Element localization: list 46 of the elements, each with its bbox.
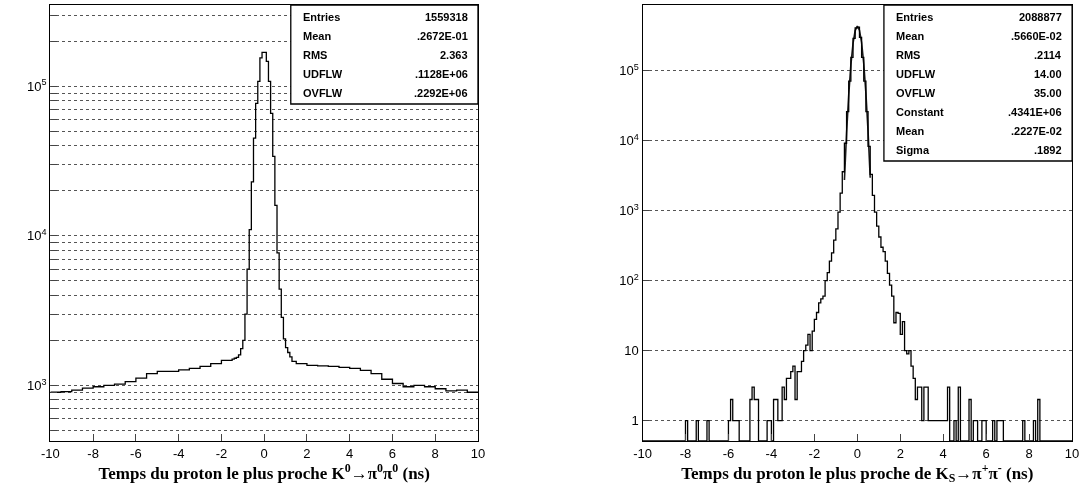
text: Entries 2088877 — [896, 11, 1062, 23]
y-tick-label: 10$^{3}$ — [27, 376, 47, 393]
text: RMS 2.363 — [303, 49, 468, 61]
text: OVFLW 35.00 — [896, 87, 1062, 99]
x-tick-label: -2 — [808, 445, 821, 461]
x-tick-label: -6 — [722, 445, 735, 461]
x-tick-label: 4 — [346, 445, 354, 461]
text: Mean .2672E-01 — [303, 30, 468, 42]
x-tick-label: 8 — [1025, 445, 1033, 461]
x-tick-label: 2 — [896, 445, 904, 461]
y-tick-label: 10$^{5}$ — [619, 61, 639, 79]
x-tick-label: -4 — [765, 445, 778, 461]
y-tick-label: 10$^{5}$ — [27, 77, 47, 94]
x-tick-label: -10 — [40, 445, 60, 461]
x-tick-label: -8 — [87, 445, 99, 461]
x-tick-label: 2 — [303, 445, 311, 461]
y-tick-label: 10$^{4}$ — [27, 226, 47, 244]
x-tick-label: -2 — [215, 445, 228, 461]
text: Mean .5660E-02 — [896, 30, 1062, 42]
y-tick-label: 1 — [631, 413, 639, 429]
y-tick-label: 10$^{4}$ — [619, 131, 639, 149]
x-tick-label: 0 — [260, 445, 268, 461]
text: UDFLW .1128E+06 — [303, 68, 468, 80]
x-axis-title: Temps du proton le plus proche de K$_{S}$→π$^{+}$π$^{-}$ (ns) — [681, 460, 1034, 486]
text: OVFLW .2292E+06 — [303, 87, 468, 99]
text: Entries 1559318 — [303, 11, 468, 23]
x-tick-label: -6 — [130, 445, 142, 461]
x-tick-label: 10 — [470, 445, 486, 461]
text: RMS .2114 — [896, 49, 1061, 61]
x-tick-label: 6 — [388, 445, 397, 461]
text: Mean .2227E-02 — [896, 125, 1062, 137]
text: Sigma .1892 — [896, 144, 1062, 156]
x-tick-label: 10 — [1064, 445, 1080, 461]
y-tick-label: 10$^{3}$ — [619, 201, 639, 219]
x-axis-title: Temps du proton le plus proche K$^{0}$→π$^{0}$π$^{0}$ (ns) — [98, 460, 430, 483]
x-tick-label: 4 — [939, 445, 947, 461]
x-tick-label: 8 — [431, 445, 439, 461]
text: Constant .4341E+06 — [896, 106, 1062, 118]
x-tick-label: 6 — [982, 445, 990, 461]
x-tick-label: -4 — [172, 445, 185, 461]
x-tick-label: -10 — [633, 445, 652, 461]
x-tick-label: 0 — [853, 445, 861, 461]
x-tick-label: -8 — [679, 445, 692, 461]
text: UDFLW 14.00 — [896, 68, 1062, 80]
y-tick-label: 10 — [624, 343, 639, 359]
y-tick-label: 10$^{2}$ — [619, 271, 639, 289]
